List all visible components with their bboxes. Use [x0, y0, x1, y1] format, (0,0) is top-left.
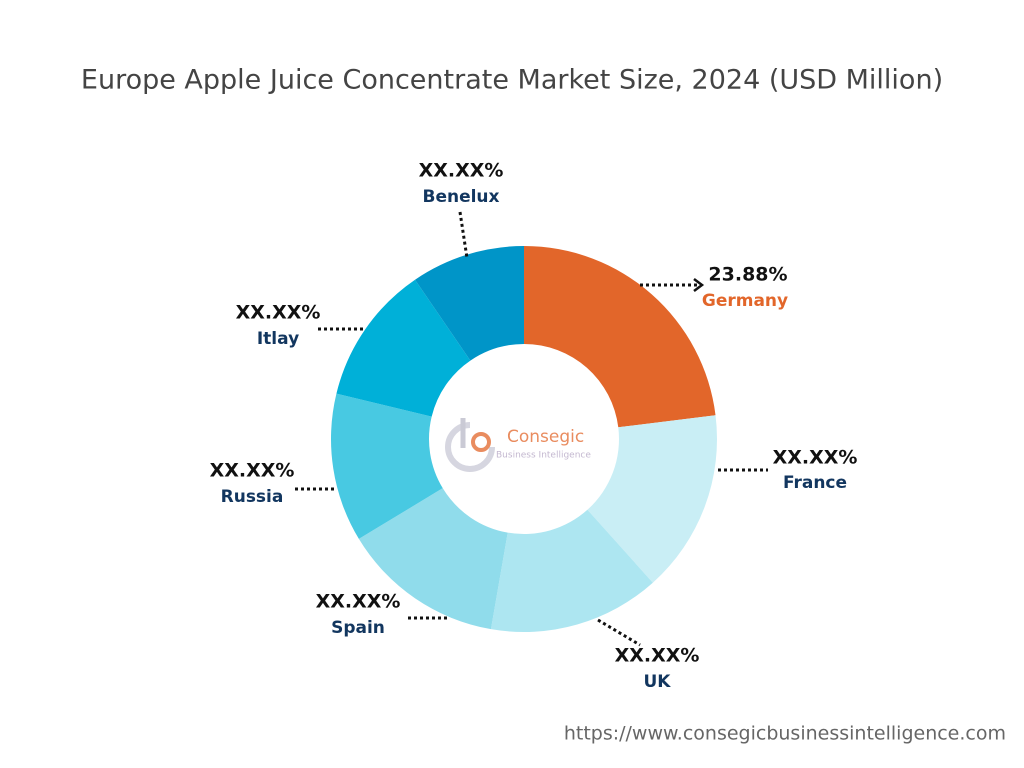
donut-slice — [336, 279, 471, 417]
donut-slice — [331, 393, 443, 539]
leader-line — [597, 618, 641, 647]
value-label: XX.XX% — [773, 447, 858, 469]
value-label: XX.XX% — [236, 302, 321, 324]
value-label: XX.XX% — [419, 160, 504, 182]
value-label: XX.XX% — [316, 591, 401, 613]
chart-title: Europe Apple Juice Concentrate Market Si… — [81, 65, 943, 96]
value-label: XX.XX% — [615, 645, 700, 667]
category-label: Benelux — [422, 187, 499, 207]
leader-arrow — [693, 278, 705, 292]
leader-line — [458, 211, 469, 259]
donut-slice — [358, 488, 508, 630]
donut-slice — [524, 246, 716, 428]
logo-dot — [471, 432, 491, 452]
donut-slice — [587, 415, 717, 583]
value-label: XX.XX% — [210, 460, 295, 482]
logo-ring — [445, 422, 495, 472]
category-label: France — [783, 473, 847, 493]
category-label: Germany — [702, 291, 788, 311]
watermark-name: Consegic — [507, 427, 584, 447]
donut-slice — [415, 245, 524, 361]
category-label: Spain — [331, 618, 385, 638]
footer-url: https://www.consegicbusinessintelligence… — [564, 723, 1006, 745]
category-label: UK — [644, 672, 672, 692]
donut-slice — [490, 509, 653, 632]
category-label: Itlay — [257, 329, 299, 349]
category-label: Russia — [221, 487, 284, 507]
watermark-tagline: Business Intelligence — [496, 451, 591, 461]
value-label: 23.88% — [708, 264, 787, 286]
watermark: Consegic Business Intelligence — [445, 418, 591, 472]
